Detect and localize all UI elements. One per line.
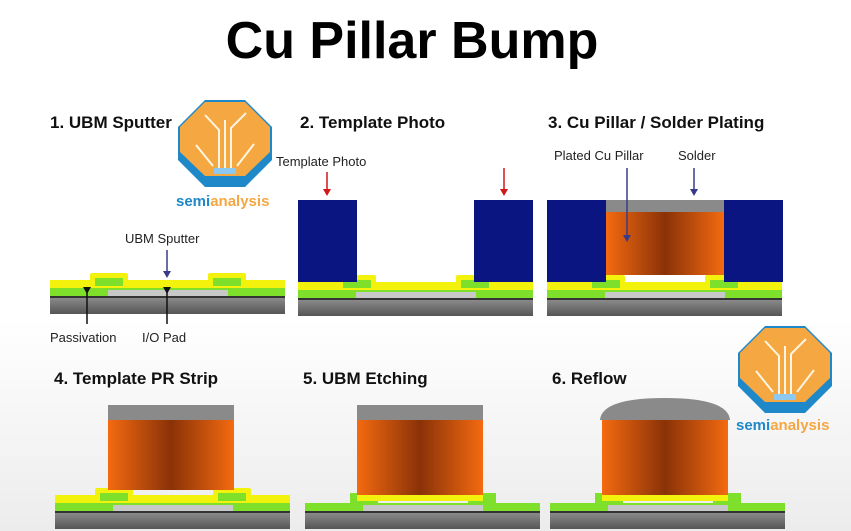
logo-text-analysis-2: analysis	[770, 417, 829, 434]
ubm-layer	[55, 495, 290, 503]
cu-pillar	[606, 212, 724, 275]
solder-cap	[108, 405, 234, 420]
arrow-head-icon	[690, 189, 698, 196]
template-photo-label: Template Photo	[276, 154, 366, 169]
arrow-head-icon	[323, 189, 331, 196]
substrate	[298, 300, 533, 316]
step-1-label: 1. UBM Sputter	[50, 113, 172, 132]
ubm-layer	[602, 495, 728, 501]
ubm-layer	[50, 280, 285, 288]
svg-text:semianalysis: semianalysis	[176, 193, 269, 210]
photoresist-block	[724, 200, 783, 282]
io-pad	[113, 505, 233, 511]
substrate-edge	[298, 298, 533, 300]
io-pad	[605, 292, 725, 298]
substrate-edge	[547, 298, 782, 300]
substrate	[55, 513, 290, 529]
plated-cu-pillar-label: Plated Cu Pillar	[554, 148, 644, 163]
ubm-layer	[547, 282, 782, 290]
photoresist-block	[298, 200, 357, 282]
solder-cap	[357, 405, 483, 420]
io-pad-label: I/O Pad	[142, 330, 186, 345]
cu-pillar	[602, 420, 728, 495]
svg-text:semianalysis: semianalysis	[736, 417, 829, 434]
passivation-step	[213, 278, 241, 286]
arrow-head-icon	[163, 287, 171, 294]
io-pad	[363, 505, 483, 511]
io-pad	[608, 505, 728, 511]
passivation-step	[343, 280, 371, 288]
passivation-step	[100, 493, 128, 501]
substrate	[547, 300, 782, 316]
semianalysis-logo-top: semianalysis	[176, 100, 272, 210]
substrate-edge	[305, 511, 540, 513]
step-4-label: 4. Template PR Strip	[54, 369, 218, 388]
cu-pillar	[357, 420, 483, 495]
step-3-label: 3. Cu Pillar / Solder Plating	[548, 113, 764, 132]
step-5-label: 5. UBM Etching	[303, 369, 428, 388]
solder-cap	[606, 200, 724, 212]
substrate	[550, 513, 785, 529]
passivation-step	[710, 280, 738, 288]
substrate-edge	[550, 511, 785, 513]
solder-label: Solder	[678, 148, 716, 163]
passivation-step	[95, 278, 123, 286]
substrate	[305, 513, 540, 529]
step-6-label: 6. Reflow	[552, 369, 627, 388]
ubm-layer	[357, 495, 483, 501]
passivation-step	[218, 493, 246, 501]
solder-dome	[600, 398, 730, 420]
logo-text-analysis: analysis	[210, 193, 269, 210]
io-pad	[356, 292, 476, 298]
passivation-label: Passivation	[50, 330, 116, 345]
logo-text-semi: semi	[176, 193, 210, 210]
page-title: Cu Pillar Bump	[226, 12, 599, 70]
passivation-step	[461, 280, 489, 288]
photoresist-block	[547, 200, 606, 282]
logo-text-semi-2: semi	[736, 417, 770, 434]
photoresist-block	[474, 200, 533, 282]
arrow-head-icon	[83, 287, 91, 294]
passivation-step	[592, 280, 620, 288]
ubm-layer	[298, 282, 533, 290]
arrow-head-icon	[500, 189, 508, 196]
substrate-edge	[55, 511, 290, 513]
arrow-head-icon	[623, 235, 631, 242]
semianalysis-logo-bottom: semianalysis	[736, 326, 832, 434]
ubm-sputter-label: UBM Sputter	[125, 231, 200, 246]
step-2-label: 2. Template Photo	[300, 113, 445, 132]
io-pad	[108, 290, 228, 296]
arrow-head-icon	[163, 271, 171, 278]
cu-pillar	[108, 420, 234, 490]
